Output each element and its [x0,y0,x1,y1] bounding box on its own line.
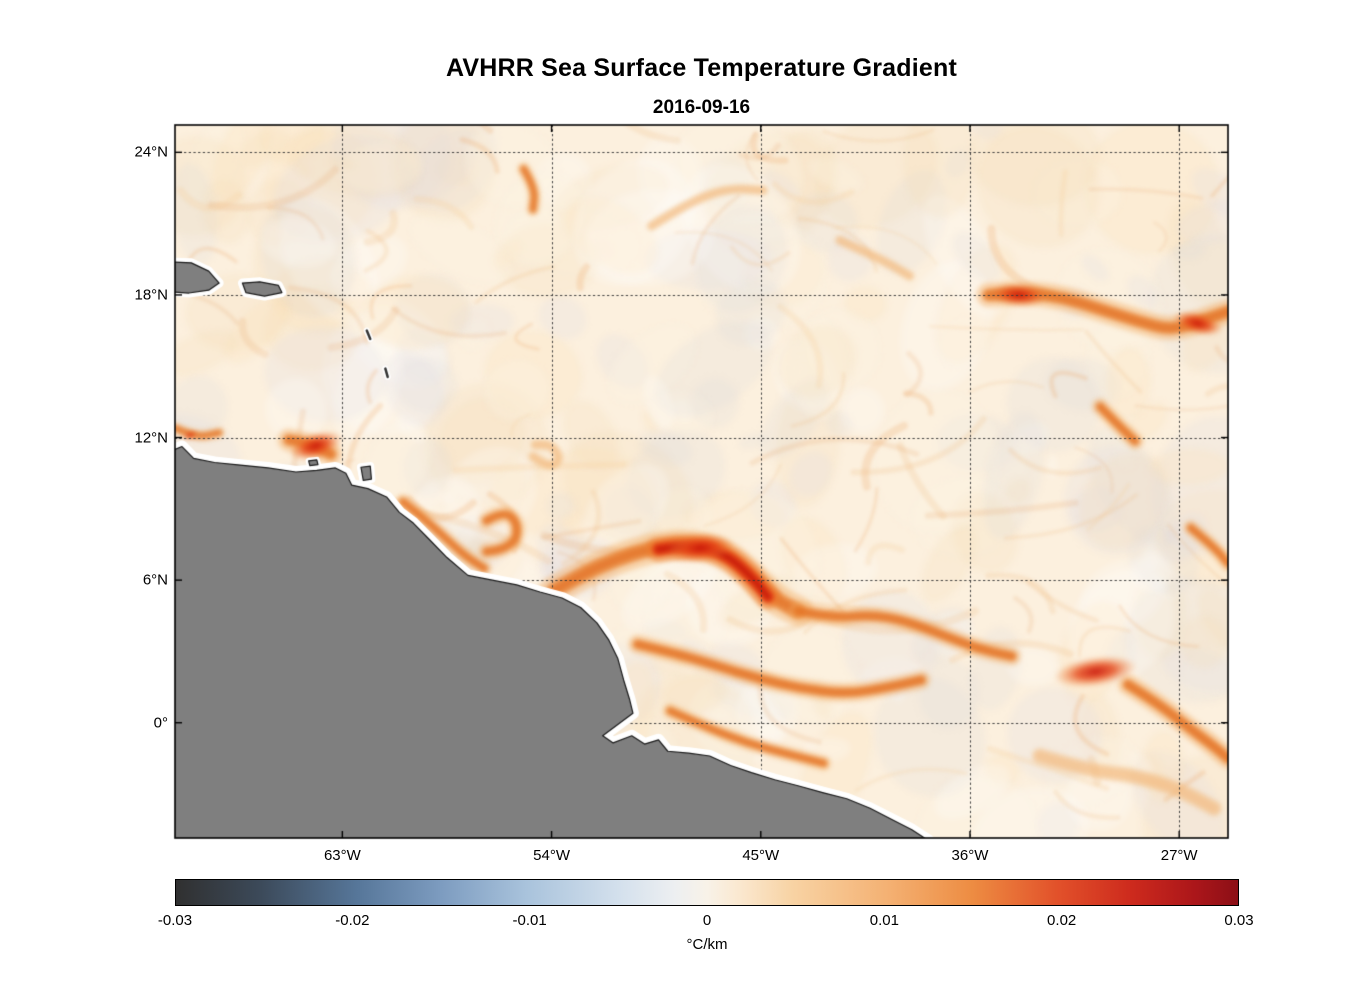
plot-title: AVHRR Sea Surface Temperature Gradient [446,54,957,82]
plot-date-subtitle: 2016-09-16 [652,97,751,118]
colorbar-gradient [175,879,1239,906]
colorbar-units-label: °C/km [686,936,728,953]
